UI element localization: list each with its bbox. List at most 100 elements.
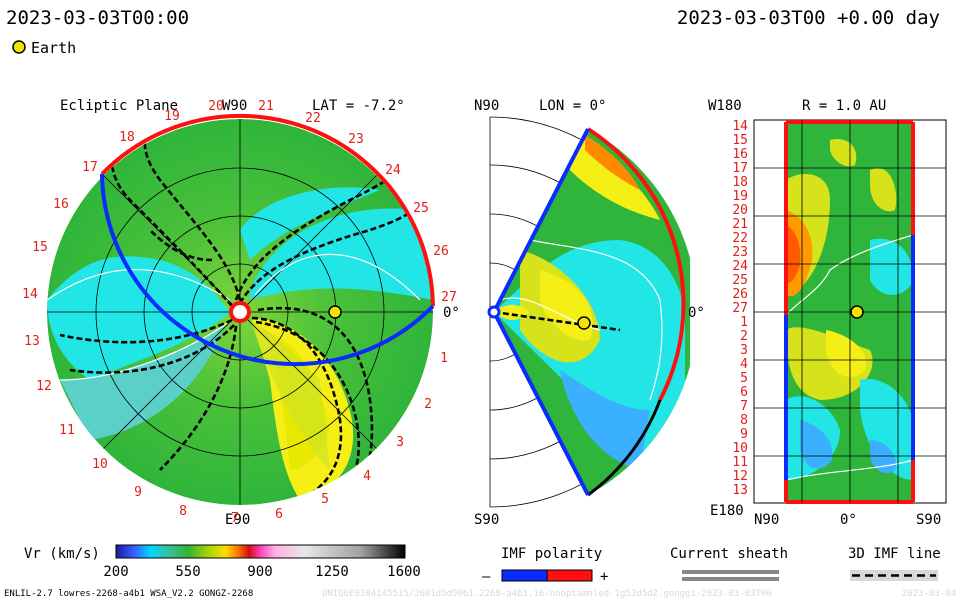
- carrington-label: 14: [22, 287, 38, 302]
- carrington-label: 2: [424, 397, 432, 412]
- carrington-label: 19: [164, 109, 180, 124]
- row-label: 20: [732, 203, 748, 218]
- meridional-top-label: N90: [474, 98, 499, 114]
- row-label: 25: [732, 273, 748, 288]
- row-label: 19: [732, 189, 748, 204]
- row-label: 15: [732, 133, 748, 148]
- carrington-label: 22: [305, 111, 321, 126]
- row-label: 6: [740, 385, 748, 400]
- ecliptic-bottom-label: E90: [225, 512, 250, 528]
- earth-marker: [328, 305, 342, 319]
- current-sheath-label: Current sheath: [670, 546, 788, 562]
- run-id: UNIQUE0304145515/2681d5d90b1.2268-a4b1.1…: [322, 589, 772, 599]
- row-label: 26: [732, 287, 748, 302]
- imf-line-label: 3D IMF line: [848, 546, 941, 562]
- imf-polarity-label: IMF polarity: [501, 546, 602, 562]
- carrington-label: 26: [433, 244, 449, 259]
- colorbar-tick: 1250: [315, 564, 349, 580]
- carrington-label: 9: [134, 485, 142, 500]
- ecliptic-right-label: 0°: [443, 305, 460, 321]
- row-label: 22: [732, 231, 748, 246]
- polarity-plus: +: [600, 569, 608, 585]
- carrington-label: 12: [36, 379, 52, 394]
- ecliptic-lat-label: LAT = -7.2°: [312, 98, 405, 114]
- velocity-colorbar: Vr (km/s) 200 550 900 1250 1600: [24, 544, 421, 580]
- run-date: 2023-03-04: [902, 589, 956, 599]
- current-sheath-legend: Current sheath: [670, 546, 788, 581]
- row-label: 12: [732, 469, 748, 484]
- colorbar-tick: 200: [103, 564, 128, 580]
- row-label: 17: [732, 161, 748, 176]
- model-info: ENLIL-2.7 lowres-2268-a4b1 WSA_V2.2 GONG…: [4, 589, 253, 599]
- ecliptic-plane-panel: Ecliptic Plane W90 LAT = -7.2°: [22, 98, 460, 528]
- carrington-label: 8: [179, 504, 187, 519]
- row-label: 24: [732, 259, 748, 274]
- carrington-label: 15: [32, 240, 48, 255]
- row-label: 7: [740, 399, 748, 414]
- carrington-labels: 1 2 3 4 5 6 7 8 9 10 11 12 13 14 15 16 1…: [22, 99, 457, 526]
- row-label: 14: [732, 119, 748, 134]
- sun-icon: [229, 301, 251, 323]
- sun-icon: [487, 305, 501, 319]
- cylindrical-bottom-left-label: E180: [710, 503, 744, 519]
- meridional-panel: N90 LON = 0°: [474, 98, 705, 528]
- ecliptic-title: Ecliptic Plane: [60, 98, 178, 114]
- row-label: 27: [732, 301, 748, 316]
- carrington-label: 7: [231, 511, 239, 526]
- row-label: 23: [732, 245, 748, 260]
- carrington-label: 5: [321, 492, 329, 507]
- row-label: 2: [740, 329, 748, 344]
- cylindrical-row-labels: 14 15 16 17 18 19 20 21 22 23 24 25 26 2…: [732, 119, 748, 498]
- carrington-label: 17: [82, 160, 98, 175]
- row-label: 13: [732, 483, 748, 498]
- radius-label: R = 1.0 AU: [802, 98, 886, 114]
- earth-legend-icon: [12, 40, 26, 54]
- earth-marker: [577, 316, 591, 330]
- row-label: 11: [732, 455, 748, 470]
- carrington-label: 11: [59, 423, 75, 438]
- row-label: 16: [732, 147, 748, 162]
- carrington-label: 6: [275, 507, 283, 522]
- imf-polarity-legend: IMF polarity – +: [482, 546, 608, 585]
- row-label: 21: [732, 217, 748, 232]
- earth-legend-label: Earth: [31, 39, 76, 57]
- meridional-lon-label: LON = 0°: [539, 98, 606, 114]
- row-label: 3: [740, 343, 748, 358]
- imf-line-legend: 3D IMF line: [848, 546, 941, 581]
- row-label: 8: [740, 413, 748, 428]
- carrington-label: 10: [92, 457, 108, 472]
- cylindrical-top-left-label: W180: [708, 98, 742, 114]
- row-label: 1: [740, 315, 748, 330]
- timestamp-left: 2023-03-03T00:00: [6, 7, 189, 29]
- cylindrical-panel: W180 R = 1.0 AU: [708, 98, 947, 528]
- carrington-label: 13: [24, 334, 40, 349]
- cylindrical-bottom-axis-0: 0°: [840, 512, 857, 528]
- carrington-label: 23: [348, 132, 364, 147]
- colorbar-label: Vr (km/s): [24, 546, 100, 562]
- carrington-label: 21: [258, 99, 274, 114]
- carrington-label: 16: [53, 197, 69, 212]
- row-label: 18: [732, 175, 748, 190]
- carrington-label: 18: [119, 130, 135, 145]
- colorbar-tick: 1600: [387, 564, 421, 580]
- meridional-bottom-label: S90: [474, 512, 499, 528]
- timestamp-right: 2023-03-03T00 +0.00 day: [677, 7, 940, 29]
- meridional-right-label: 0°: [688, 305, 705, 321]
- carrington-label: 24: [385, 163, 401, 178]
- carrington-label: 25: [413, 201, 429, 216]
- row-label: 9: [740, 427, 748, 442]
- cylindrical-bottom-axis-n90: N90: [754, 512, 779, 528]
- row-label: 10: [732, 441, 748, 456]
- carrington-label: 27: [441, 290, 457, 305]
- carrington-label: 20: [208, 99, 224, 114]
- ecliptic-top-label: W90: [222, 98, 247, 114]
- polarity-minus: –: [482, 569, 491, 585]
- carrington-label: 4: [363, 469, 371, 484]
- carrington-label: 3: [396, 435, 404, 450]
- cylindrical-bottom-axis-s90: S90: [916, 512, 941, 528]
- carrington-label: 1: [440, 351, 448, 366]
- colorbar-tick: 900: [247, 564, 272, 580]
- earth-marker: [850, 305, 864, 319]
- row-label: 5: [740, 371, 748, 386]
